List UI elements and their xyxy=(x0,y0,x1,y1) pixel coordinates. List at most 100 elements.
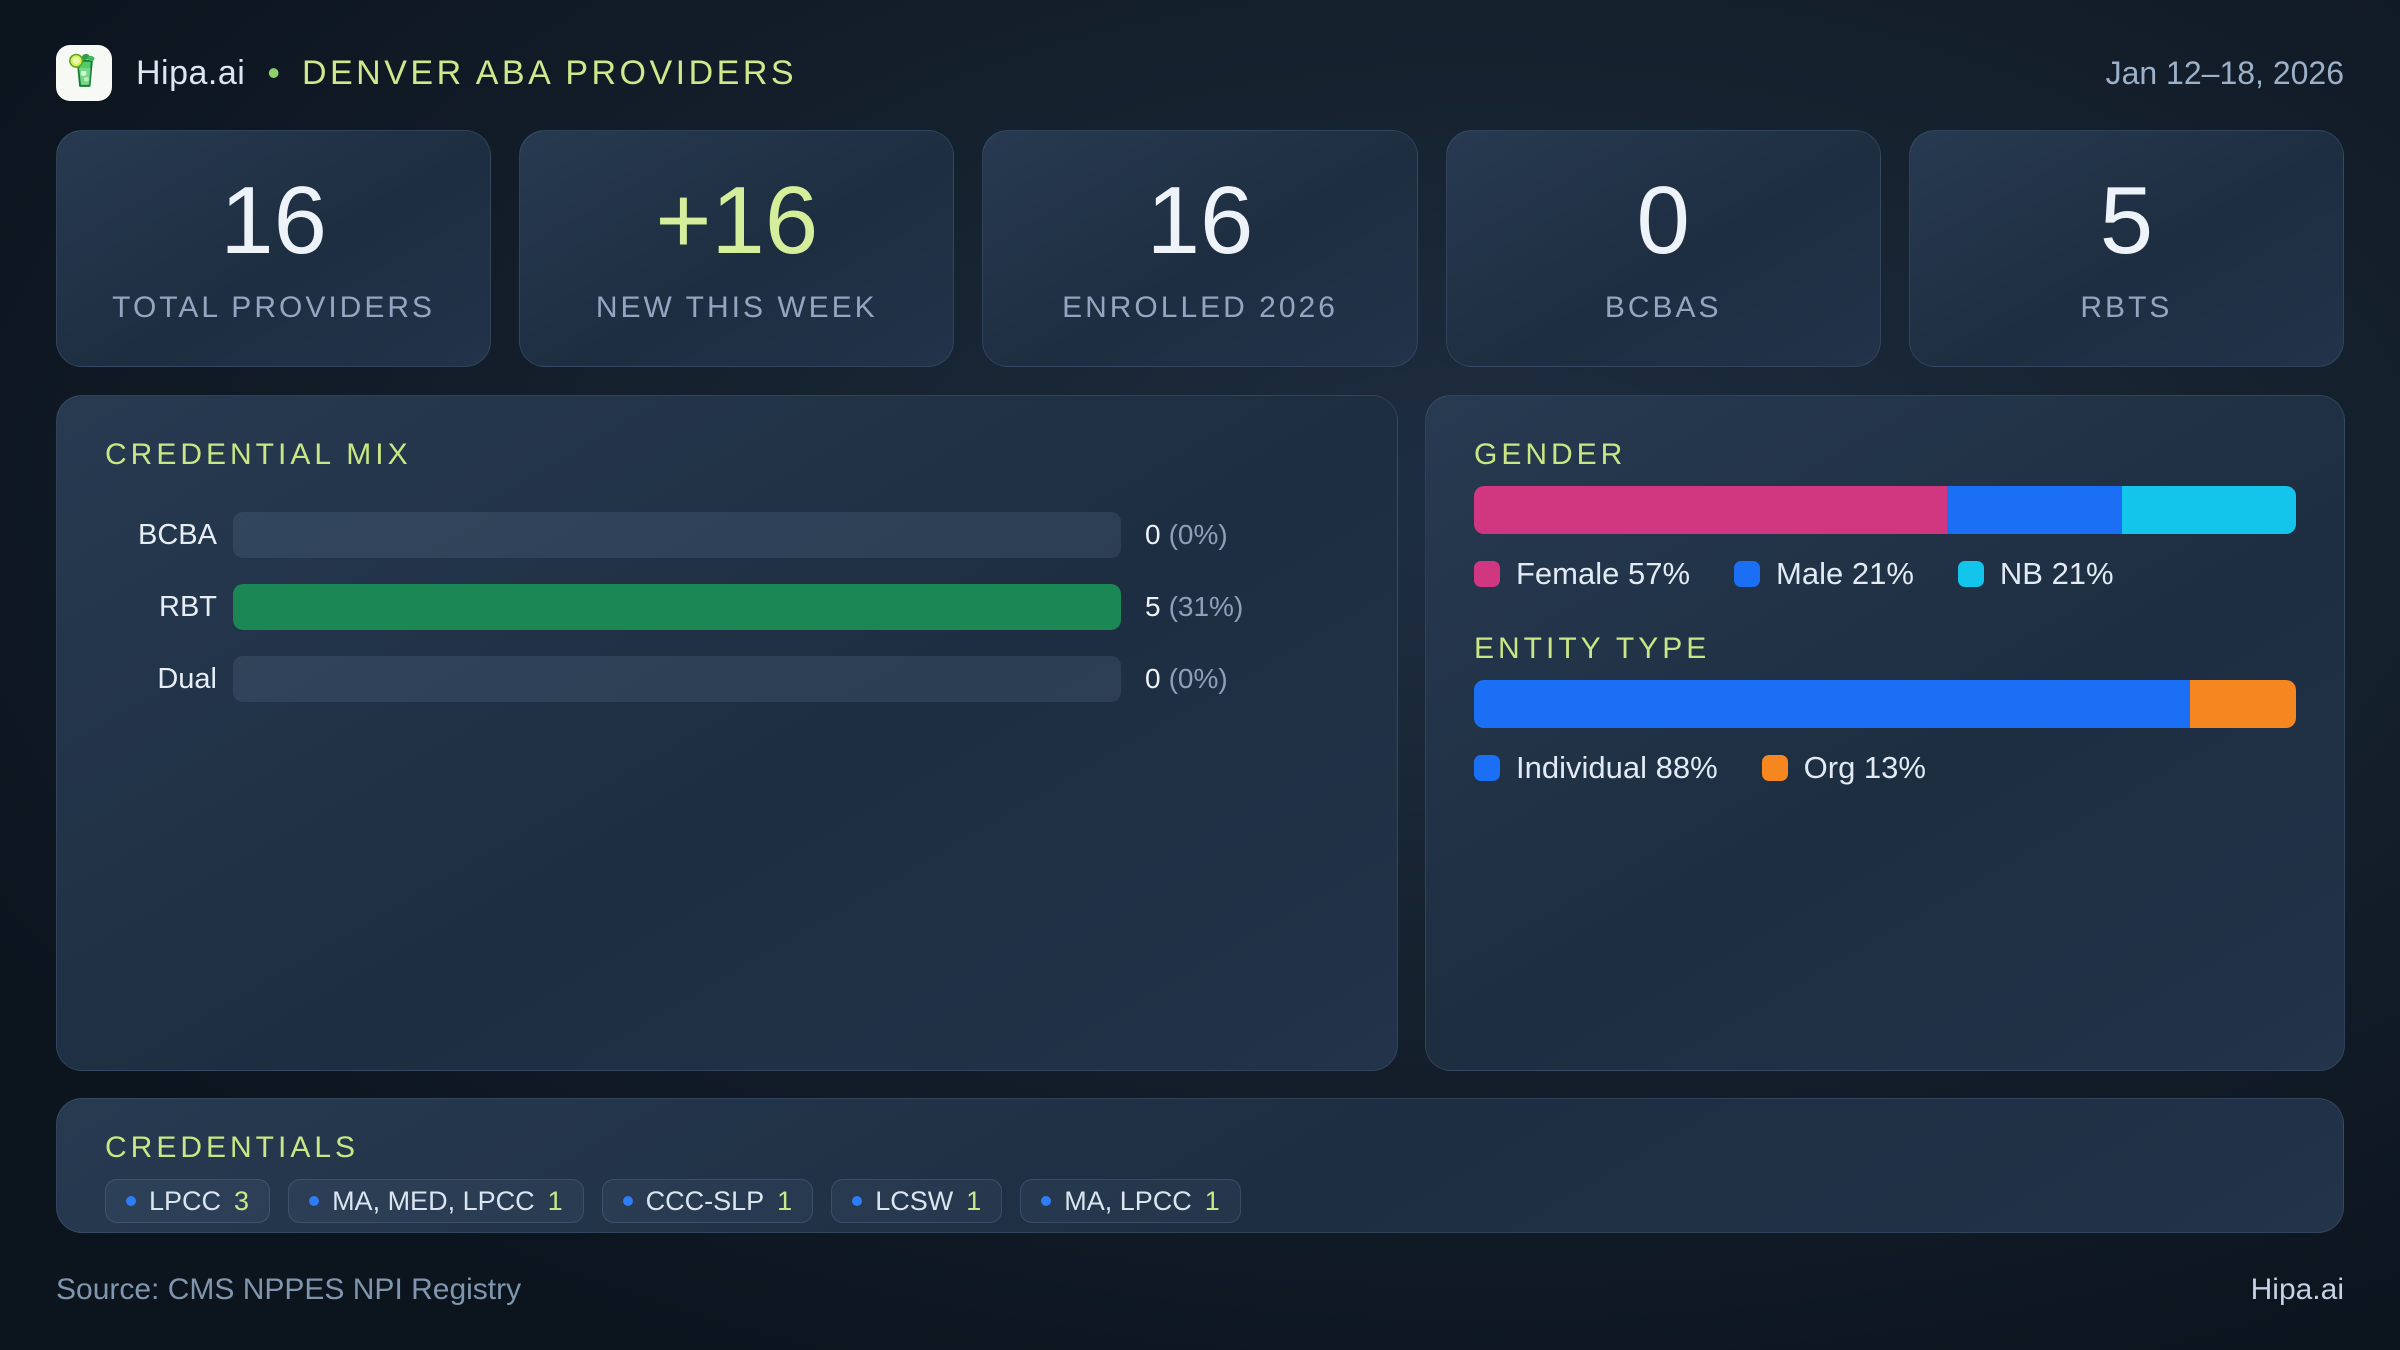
male-swatch-icon xyxy=(1734,561,1761,587)
header: Hipa.ai • DENVER ABA PROVIDERS Jan 12–18… xyxy=(56,45,2344,101)
badge-label: MA, MED, LPCC xyxy=(332,1185,535,1216)
stat-value: 0 xyxy=(1636,166,1690,274)
legend-item-org: Org 13% xyxy=(1761,750,1926,786)
stat-card-total-providers: 16 TOTAL PROVIDERS xyxy=(56,130,492,367)
stat-label: ENROLLED 2026 xyxy=(1062,290,1338,324)
stat-value: 16 xyxy=(220,166,327,274)
brand-name: Hipa.ai xyxy=(136,53,246,92)
legend-label: Individual 88% xyxy=(1516,750,1718,785)
credentials-panel: CREDENTIALS LPCC 3 MA, MED, LPCC 1 CCC-S… xyxy=(56,1098,2344,1233)
badge-label: CCC-SLP xyxy=(645,1185,765,1216)
bar-track xyxy=(233,584,1121,630)
badge-dot-icon xyxy=(126,1196,136,1206)
bar-value: 0 (0%) xyxy=(1145,663,1228,695)
legend-label: Male 21% xyxy=(1776,556,1914,591)
credential-bar-row-rbt: RBT 5 (31%) xyxy=(105,584,1349,630)
gender-segment-nb xyxy=(2121,486,2296,534)
bar-label: RBT xyxy=(159,590,217,623)
date-range: Jan 12–18, 2026 xyxy=(2105,54,2344,91)
bar-value: 5 (31%) xyxy=(1145,591,1243,623)
stat-value: 16 xyxy=(1146,166,1254,274)
page-title: DENVER ABA PROVIDERS xyxy=(301,53,798,92)
bar-count: 0 xyxy=(1145,663,1161,694)
main-panels: CREDENTIAL MIX BCBA 0 (0%) RBT 5 (31%) xyxy=(56,395,2345,1071)
bar-percent: (0%) xyxy=(1168,663,1228,694)
gender-legend: Female 57% Male 21% NB 21% xyxy=(1474,556,2296,592)
credential-badge: CCC-SLP 1 xyxy=(601,1179,814,1223)
legend-item-male: Male 21% xyxy=(1734,556,1914,592)
gender-segment-male xyxy=(1947,486,2122,534)
entity-type-stacked-bar xyxy=(1474,680,2296,728)
badge-count: 1 xyxy=(1204,1185,1220,1216)
bar-count: 5 xyxy=(1145,591,1161,622)
footer: Source: CMS NPPES NPI Registry Hipa.ai xyxy=(56,1273,2344,1307)
bar-count: 0 xyxy=(1145,519,1161,550)
stat-label: RBTS xyxy=(2080,290,2173,324)
gender-segment-female xyxy=(1474,486,1948,534)
legend-label: Org 13% xyxy=(1803,750,1926,785)
stat-value: +16 xyxy=(655,166,819,274)
credential-badge: LPCC 3 xyxy=(105,1179,271,1223)
nb-swatch-icon xyxy=(1957,561,1984,587)
individual-swatch-icon xyxy=(1474,755,1500,781)
bar-percent: (31%) xyxy=(1168,591,1244,622)
stat-label: TOTAL PROVIDERS xyxy=(112,290,436,324)
bar-percent: (0%) xyxy=(1168,519,1228,550)
stat-card-enrolled: 16 ENROLLED 2026 xyxy=(982,130,1418,367)
stat-card-bcbas: 0 BCBAS xyxy=(1445,130,1881,367)
stat-card-new-this-week: +16 NEW THIS WEEK xyxy=(519,130,955,367)
credential-mix-rows: BCBA 0 (0%) RBT 5 (31%) Dual xyxy=(105,512,1349,702)
bar-fill xyxy=(233,584,1121,630)
credential-bar-row-dual: Dual 0 (0%) xyxy=(105,656,1349,702)
stat-label: BCBAS xyxy=(1604,290,1722,324)
badge-label: LCSW xyxy=(875,1185,954,1216)
bar-label: Dual xyxy=(157,662,217,695)
legend-item-nb: NB 21% xyxy=(1957,556,2114,592)
entity-segment-org xyxy=(2190,680,2296,728)
badge-label: LPCC xyxy=(149,1185,222,1216)
badge-dot-icon xyxy=(852,1196,863,1206)
credential-badge: LCSW 1 xyxy=(831,1179,1003,1223)
bar-track xyxy=(233,656,1121,702)
credential-badge: MA, LPCC 1 xyxy=(1020,1179,1241,1223)
entity-type-title: ENTITY TYPE xyxy=(1474,632,1711,665)
app-logo xyxy=(56,45,112,101)
female-swatch-icon xyxy=(1474,561,1500,587)
bar-label: BCBA xyxy=(138,518,217,551)
legend-label: Female 57% xyxy=(1516,556,1691,591)
credential-badges: LPCC 3 MA, MED, LPCC 1 CCC-SLP 1 LCSW 1 xyxy=(105,1179,2295,1223)
badge-count: 1 xyxy=(777,1185,793,1216)
org-swatch-icon xyxy=(1761,755,1788,781)
footer-brand: Hipa.ai xyxy=(2250,1273,2344,1306)
bar-track xyxy=(233,512,1121,558)
stat-value: 5 xyxy=(2099,166,2154,274)
entity-segment-individual xyxy=(1474,680,2191,728)
credential-mix-panel: CREDENTIAL MIX BCBA 0 (0%) RBT 5 (31%) xyxy=(56,395,1398,1071)
badge-dot-icon xyxy=(622,1196,633,1206)
demographics-panel: GENDER Female 57% Male 21% NB 21% xyxy=(1425,395,2345,1071)
legend-item-individual: Individual 88% xyxy=(1474,750,1718,786)
badge-dot-icon xyxy=(309,1196,320,1206)
stat-card-rbts: 5 RBTS xyxy=(1908,130,2344,367)
badge-label: MA, LPCC xyxy=(1064,1185,1192,1216)
legend-label: NB 21% xyxy=(1999,556,2114,591)
bar-value: 0 (0%) xyxy=(1145,519,1228,551)
entity-type-legend: Individual 88% Org 13% xyxy=(1474,750,2296,786)
mojito-drink-icon xyxy=(62,49,106,98)
badge-dot-icon xyxy=(1041,1196,1052,1206)
credential-badge: MA, MED, LPCC 1 xyxy=(288,1179,584,1223)
badge-count: 1 xyxy=(547,1185,563,1216)
gender-title: GENDER xyxy=(1474,438,1627,471)
separator-dot: • xyxy=(267,52,280,93)
badge-count: 3 xyxy=(234,1185,250,1216)
stat-card-row: 16 TOTAL PROVIDERS +16 NEW THIS WEEK 16 … xyxy=(56,130,2344,367)
credential-mix-title: CREDENTIAL MIX xyxy=(105,438,412,471)
badge-count: 1 xyxy=(966,1185,982,1216)
credentials-title: CREDENTIALS xyxy=(105,1131,360,1164)
legend-item-female: Female 57% xyxy=(1474,556,1690,592)
gender-stacked-bar xyxy=(1474,486,2296,534)
credential-bar-row-bcba: BCBA 0 (0%) xyxy=(105,512,1349,558)
footer-source: Source: CMS NPPES NPI Registry xyxy=(56,1273,522,1306)
stat-label: NEW THIS WEEK xyxy=(595,290,878,324)
